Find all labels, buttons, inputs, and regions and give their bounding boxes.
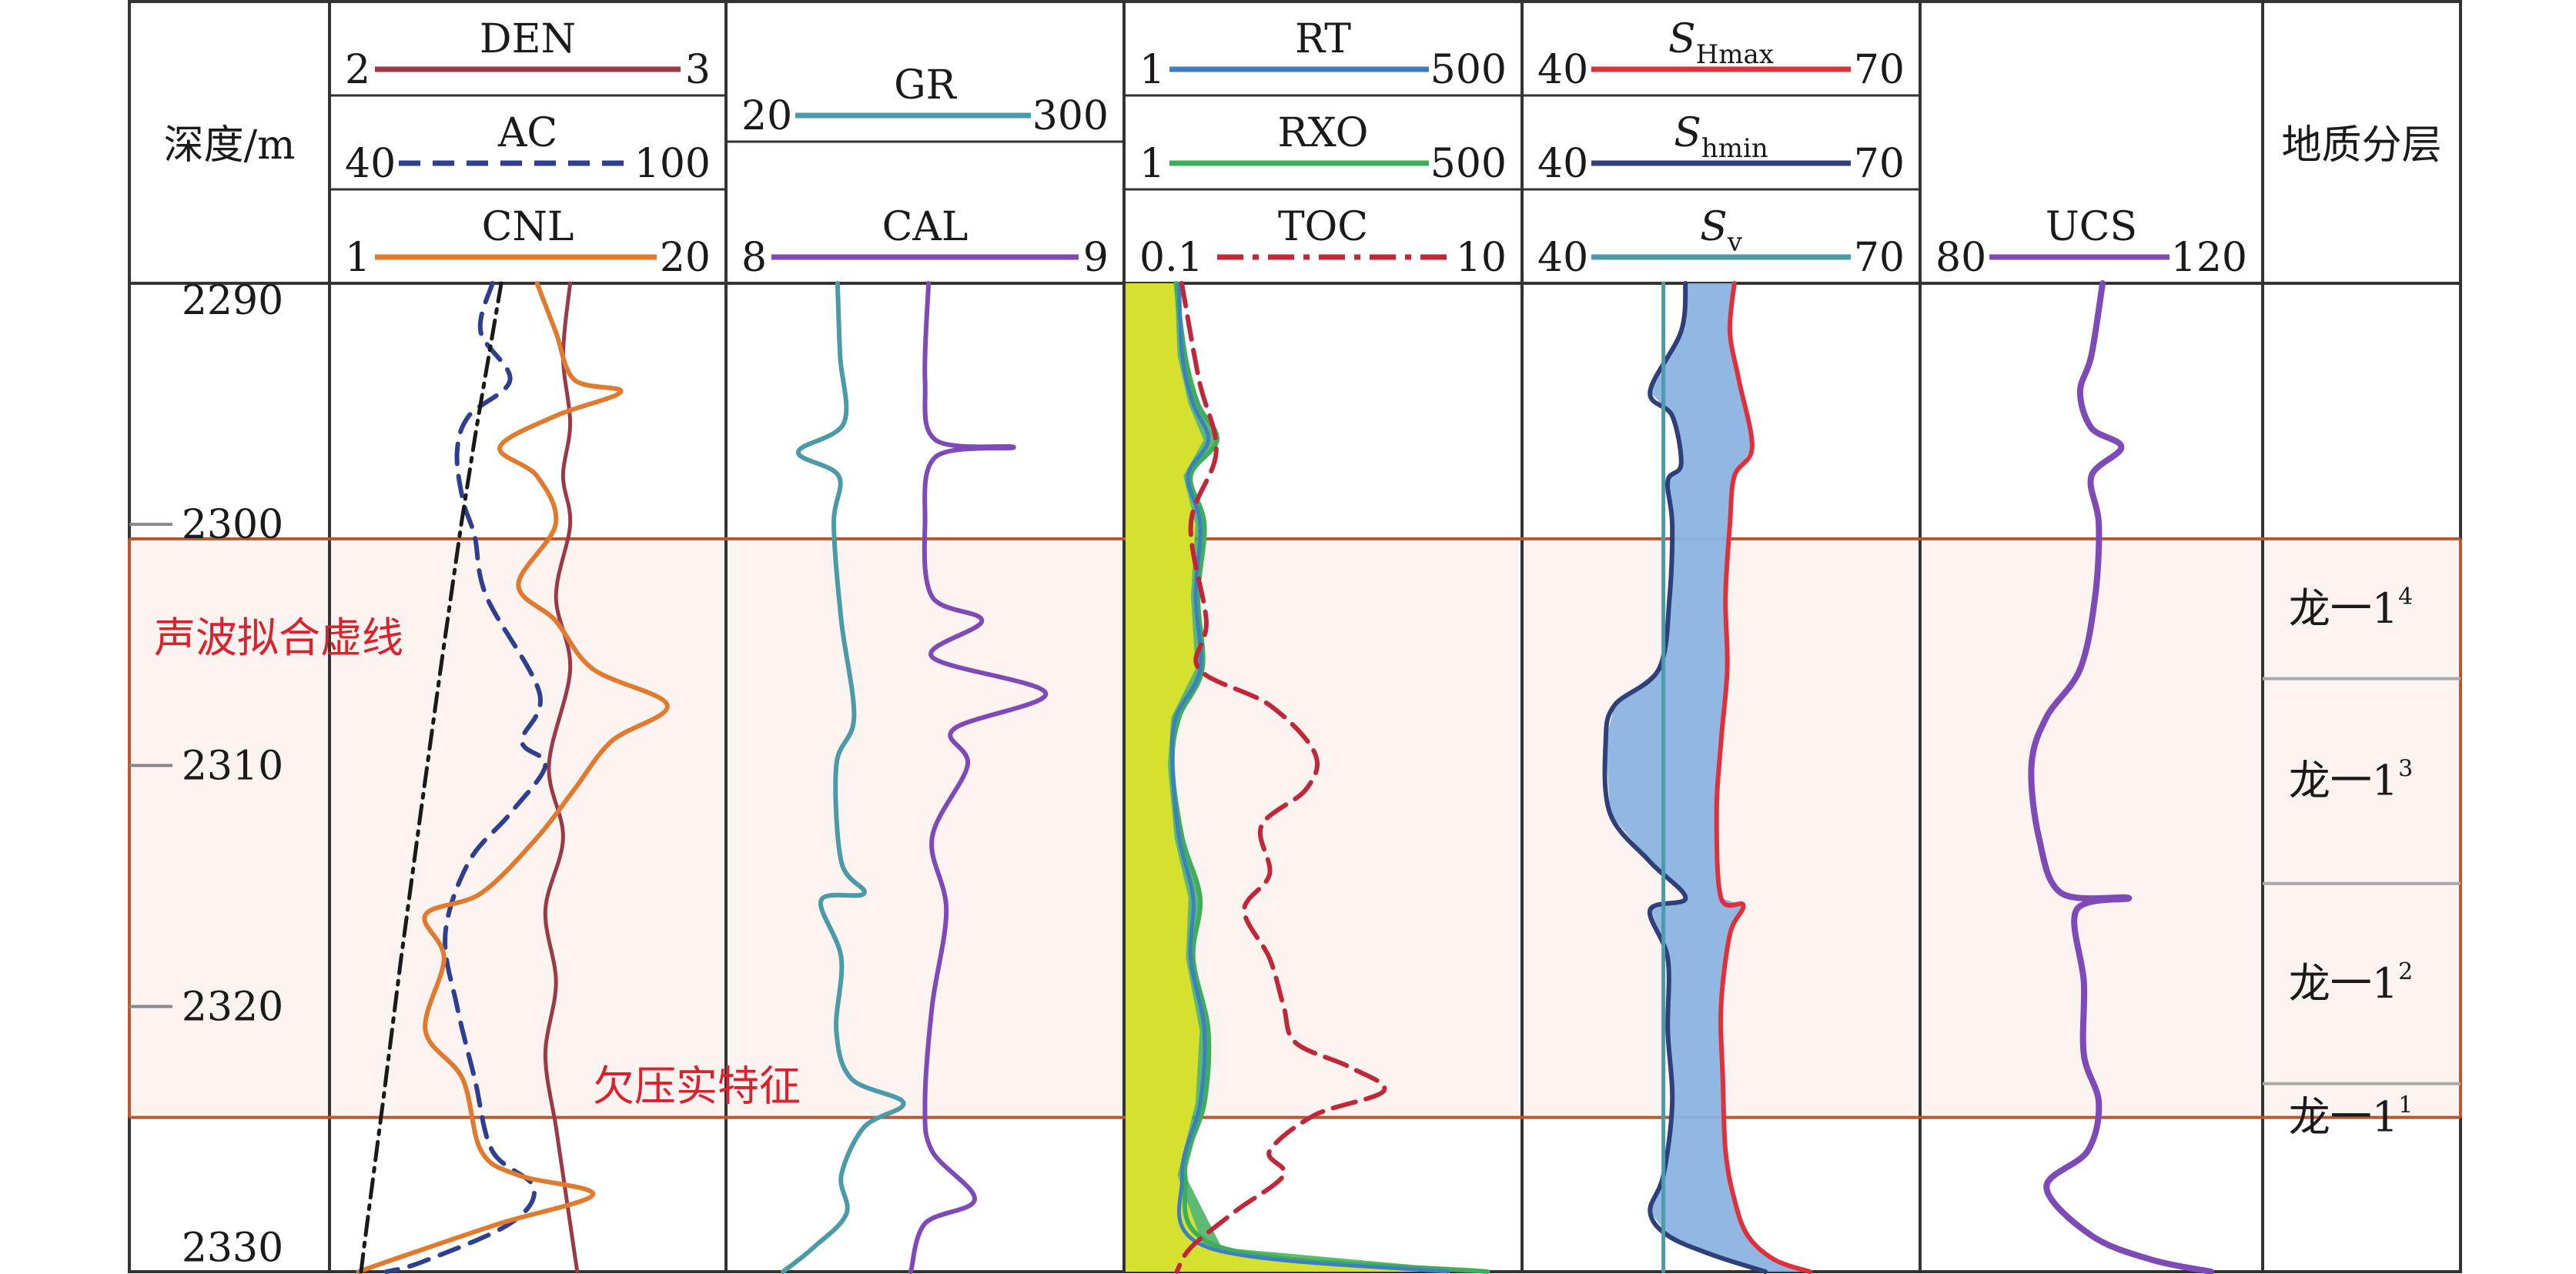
curve-name: RT bbox=[1295, 16, 1351, 62]
layers-header: 地质分层 bbox=[2281, 122, 2441, 169]
scale-min: 40 bbox=[1537, 47, 1588, 93]
log-curves bbox=[356, 280, 2215, 1274]
scale-max: 70 bbox=[1854, 141, 1905, 187]
scale-min: 1 bbox=[345, 235, 370, 281]
curve-name: SHmax bbox=[1668, 16, 1774, 70]
curve-shmax bbox=[1714, 281, 1812, 1274]
depth-tick-label: 2290 bbox=[182, 278, 283, 324]
scale-min: 40 bbox=[1537, 141, 1588, 187]
depth-tick-label: 2310 bbox=[182, 743, 283, 789]
curve-ucs bbox=[2028, 280, 2215, 1274]
scale-max: 10 bbox=[1456, 235, 1507, 281]
layer-label: 龙一14 bbox=[2289, 583, 2413, 633]
scale-min: 80 bbox=[1935, 235, 1986, 281]
zone-fill bbox=[129, 538, 2461, 1118]
curve-name: Shmin bbox=[1674, 110, 1768, 164]
scale-min: 8 bbox=[741, 235, 767, 281]
depth-tick-label: 2300 bbox=[182, 502, 283, 548]
stress-band-fill bbox=[1605, 283, 1810, 1272]
curve-toc bbox=[1174, 281, 1387, 1274]
curve-name: CAL bbox=[882, 204, 969, 250]
underpressure-annotation: 欠压实特征 bbox=[593, 1062, 801, 1111]
stress-fill bbox=[1126, 283, 1810, 1272]
scale-max: 300 bbox=[1032, 93, 1109, 139]
scale-min: 20 bbox=[741, 93, 792, 139]
curve-cnl bbox=[356, 281, 670, 1274]
scale-min: 40 bbox=[345, 141, 396, 187]
scale-max: 500 bbox=[1430, 47, 1507, 93]
scale-max: 120 bbox=[2171, 235, 2247, 281]
curve-name: UCS bbox=[2046, 204, 2137, 250]
layer-label: 龙一13 bbox=[2289, 756, 2413, 805]
scale-min: 40 bbox=[1537, 235, 1588, 281]
track-grid bbox=[128, 0, 2462, 1273]
rt-yellow-fill bbox=[1126, 283, 1444, 1272]
layer-label: 龙一12 bbox=[2289, 958, 2413, 1008]
scale-max: 500 bbox=[1430, 141, 1507, 187]
layer-label: 龙一11 bbox=[2289, 1092, 2413, 1142]
depth-header: 深度/m bbox=[164, 122, 296, 169]
underpressure-zone bbox=[129, 538, 2461, 1118]
scale-min: 1 bbox=[1139, 47, 1165, 93]
curve-name: CNL bbox=[482, 204, 574, 250]
depth-tick-label: 2330 bbox=[182, 1226, 283, 1272]
scale-max: 70 bbox=[1854, 235, 1905, 281]
curve-gr bbox=[781, 281, 906, 1274]
curve-name: GR bbox=[894, 62, 958, 109]
scale-max: 3 bbox=[685, 47, 711, 93]
scale-min: 0.1 bbox=[1139, 235, 1203, 281]
curve-name: AC bbox=[497, 110, 557, 156]
scale-max: 70 bbox=[1854, 47, 1905, 93]
scale-min: 1 bbox=[1139, 141, 1165, 187]
curve-name: Sv bbox=[1700, 204, 1743, 258]
curve-den bbox=[543, 281, 580, 1274]
curve-name: TOC bbox=[1278, 204, 1368, 250]
curve-name: DEN bbox=[480, 16, 576, 62]
scale-min: 2 bbox=[345, 47, 370, 93]
curve-name: RXO bbox=[1278, 110, 1369, 156]
curve-cal bbox=[908, 281, 1049, 1274]
scale-max: 100 bbox=[634, 141, 711, 187]
scale-max: 9 bbox=[1083, 235, 1109, 281]
curve-rt bbox=[1169, 281, 1450, 1274]
depth-tick-label: 2320 bbox=[182, 985, 283, 1031]
scale-max: 20 bbox=[660, 235, 711, 281]
depth-axis: 深度/m 2290 2300 2310 2320 2330 bbox=[129, 122, 295, 1272]
curve-ac-fit bbox=[359, 281, 503, 1274]
ac-fit-annotation: 声波拟合虚线 bbox=[154, 614, 403, 662]
